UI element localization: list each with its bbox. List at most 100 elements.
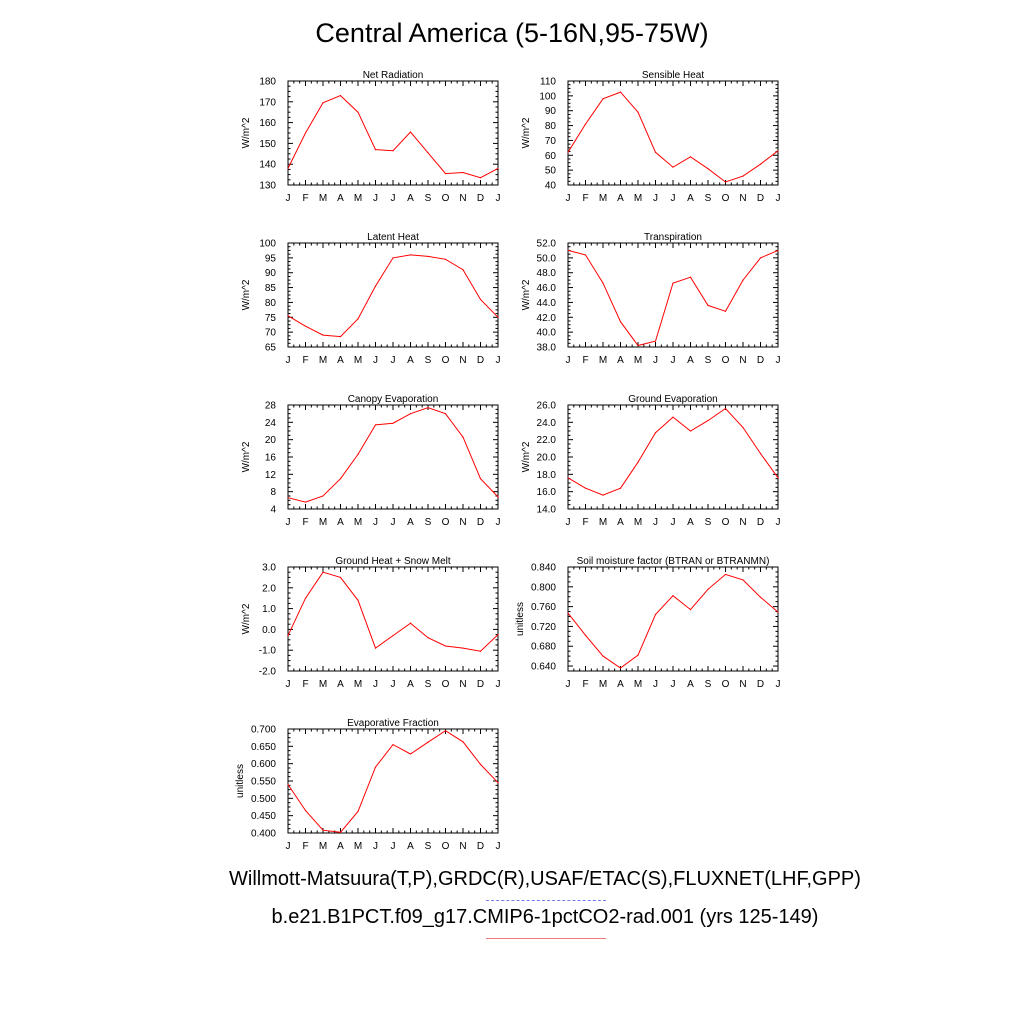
x-tick-label: A xyxy=(617,193,624,204)
data-point xyxy=(357,453,359,455)
data-point xyxy=(392,635,394,637)
data-point xyxy=(339,478,342,480)
data-point xyxy=(584,487,587,489)
y-tick-label: 38.0 xyxy=(537,343,557,354)
data-point xyxy=(462,436,464,438)
chart-title: Ground Heat + Snow Melt xyxy=(335,556,451,567)
x-tick-label: A xyxy=(687,355,694,366)
y-tick-label: 16 xyxy=(265,453,277,464)
data-point xyxy=(392,257,394,259)
x-tick-label: J xyxy=(653,193,658,204)
x-tick-label: M xyxy=(354,841,362,852)
x-tick-label: O xyxy=(722,679,730,690)
x-tick-label: J xyxy=(286,193,291,204)
data-point xyxy=(497,496,499,498)
chart-title: Soil moisture factor (BTRAN or BTRANMN) xyxy=(577,556,770,567)
x-tick-label: A xyxy=(687,193,694,204)
data-point xyxy=(357,810,359,813)
y-axis-label: unitless xyxy=(515,602,526,636)
series-line-canopy-evaporation xyxy=(287,407,499,503)
x-tick-label: N xyxy=(459,193,466,204)
y-tick-label: 40 xyxy=(545,181,557,192)
data-point xyxy=(654,432,657,434)
data-point xyxy=(497,782,499,784)
data-point xyxy=(584,634,587,636)
x-tick-label: A xyxy=(407,193,414,204)
data-point xyxy=(707,304,709,306)
x-tick-label: S xyxy=(705,193,712,204)
data-point xyxy=(374,149,377,151)
x-tick-label: J xyxy=(566,193,571,204)
y-tick-label: 50 xyxy=(545,166,557,177)
data-point xyxy=(287,635,289,637)
data-point xyxy=(444,645,447,647)
x-tick-label: A xyxy=(617,517,624,528)
data-point xyxy=(672,416,674,418)
x-tick-label: D xyxy=(757,355,764,366)
data-point xyxy=(479,763,482,765)
chart-title: Latent Heat xyxy=(367,232,419,243)
x-tick-label: N xyxy=(739,517,746,528)
data-point xyxy=(742,426,744,429)
x-tick-label: A xyxy=(337,193,344,204)
x-tick-label: D xyxy=(477,355,484,366)
data-point xyxy=(689,276,692,278)
data-point xyxy=(287,497,289,499)
x-tick-label: F xyxy=(582,193,588,204)
data-point xyxy=(427,407,429,409)
data-point xyxy=(567,151,569,153)
chart-panel-ground-heat-snow-melt: Ground Heat + Snow Melt J F M A M J J A S O N D J -2.0… xyxy=(240,546,501,696)
x-tick-label: D xyxy=(757,679,764,690)
x-tick-label: S xyxy=(425,679,432,690)
x-tick-label: A xyxy=(337,355,344,366)
y-tick-label: 60 xyxy=(545,151,557,162)
data-point xyxy=(339,831,342,833)
y-tick-label: 85 xyxy=(265,283,277,294)
x-tick-label: J xyxy=(496,841,501,852)
x-tick-label: A xyxy=(337,517,344,528)
x-tick-label: O xyxy=(722,193,730,204)
y-axis-label: unitless xyxy=(235,764,246,798)
x-tick-label: J xyxy=(391,355,396,366)
data-point xyxy=(672,282,674,284)
x-tick-label: F xyxy=(302,193,308,204)
y-tick-label: 42.0 xyxy=(537,313,557,324)
y-tick-label: 95 xyxy=(265,253,277,264)
y-axis-label: W/m^2 xyxy=(241,117,252,148)
y-tick-label: -2.0 xyxy=(259,667,277,678)
x-tick-label: J xyxy=(373,355,378,366)
data-point xyxy=(777,611,779,613)
data-point xyxy=(584,254,587,256)
x-tick-label: J xyxy=(391,193,396,204)
chart-svg: Soil moisture factor (BTRAN or BTRANMN) J… xyxy=(515,556,781,690)
x-tick-label: M xyxy=(319,193,327,204)
data-point xyxy=(304,597,307,599)
x-tick-label: J xyxy=(391,679,396,690)
x-tick-label: M xyxy=(599,517,607,528)
data-point xyxy=(462,647,464,649)
data-point xyxy=(339,94,342,97)
y-tick-label: 24 xyxy=(265,418,277,429)
data-point xyxy=(707,588,709,590)
data-point xyxy=(724,181,727,183)
data-point xyxy=(339,336,342,338)
y-axis-label: W/m^2 xyxy=(241,279,252,310)
x-tick-label: M xyxy=(599,193,607,204)
y-axis-label: W/m^2 xyxy=(241,603,252,634)
plot-frame xyxy=(567,242,779,348)
data-point xyxy=(602,494,604,496)
data-point xyxy=(724,573,727,576)
y-tick-label: 16.0 xyxy=(537,487,557,498)
x-tick-label: M xyxy=(319,517,327,528)
data-point xyxy=(427,637,429,639)
series-line-latent-heat xyxy=(287,254,499,338)
x-tick-label: F xyxy=(582,355,588,366)
x-tick-label: J xyxy=(286,679,291,690)
data-point xyxy=(672,166,674,168)
x-tick-label: J xyxy=(391,517,396,528)
x-tick-label: O xyxy=(722,517,730,528)
data-point xyxy=(374,647,377,649)
y-tick-label: 130 xyxy=(259,181,276,192)
